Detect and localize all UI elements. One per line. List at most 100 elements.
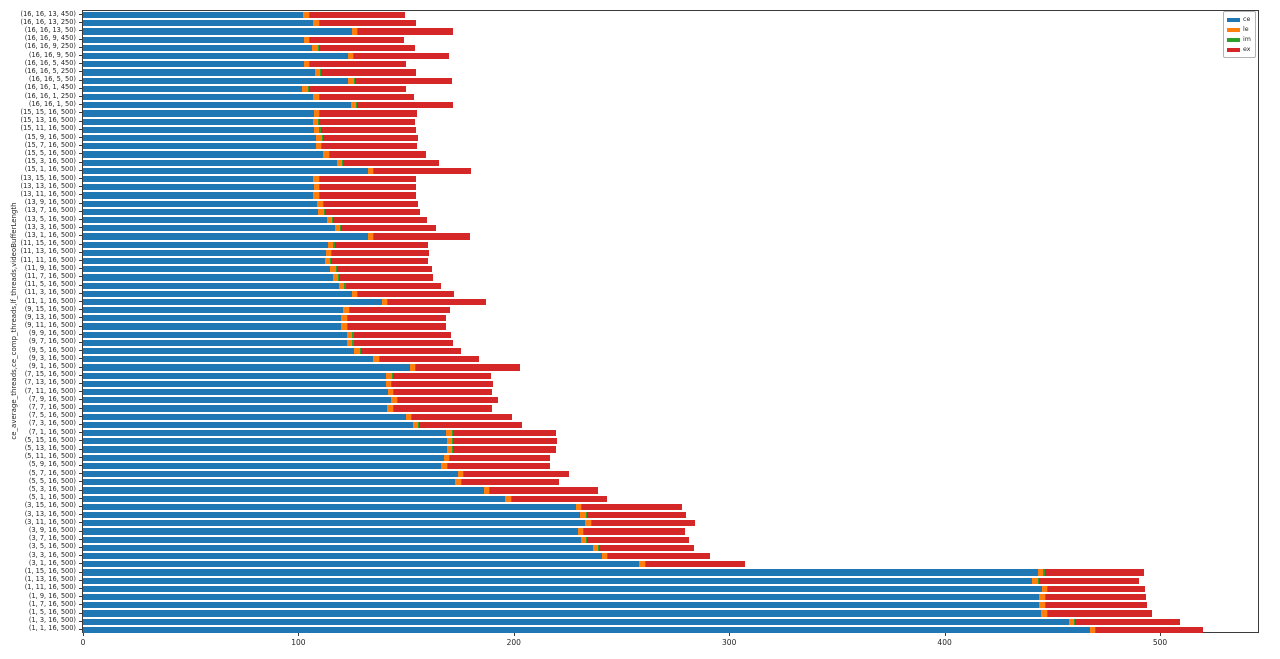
y-tick-label: (3, 9, 16, 500): [28, 526, 76, 535]
bar-segment-ce: [83, 413, 406, 420]
bar-segment-le: [303, 61, 310, 68]
y-tick-label: (15, 7, 16, 500): [24, 140, 76, 149]
bar-segment-im: [321, 143, 323, 150]
y-tick-label: (1, 1, 16, 500): [28, 624, 76, 633]
y-tick-mark: [79, 87, 82, 89]
bar-row: [83, 282, 442, 289]
bar-segment-im: [644, 561, 646, 568]
bar-segment-le: [332, 274, 339, 281]
legend-label-ex: ex: [1243, 46, 1251, 53]
bar-segment-ce: [83, 241, 329, 248]
bar-segment-ex: [1096, 626, 1203, 633]
y-tick-label: (15, 9, 16, 500): [24, 132, 76, 141]
bar-segment-ex: [347, 315, 447, 322]
bar-segment-im: [583, 528, 585, 535]
y-tick-mark: [79, 235, 82, 237]
bar-segment-ce: [83, 102, 351, 109]
bar-segment-im: [331, 249, 333, 256]
bar-segment-ce: [83, 61, 304, 68]
y-tick-mark: [79, 46, 82, 48]
y-tick-label: (13, 15, 16, 500): [20, 173, 76, 182]
y-tick-mark: [79, 382, 82, 384]
bar-row: [83, 225, 437, 232]
y-tick-mark: [79, 489, 82, 491]
legend-label-le: le: [1243, 26, 1249, 33]
y-tick-label: (9, 9, 16, 500): [28, 329, 76, 338]
y-tick-label: (3, 7, 16, 500): [28, 534, 76, 543]
bar-segment-ce: [83, 233, 368, 240]
bar-segment-ce: [83, 471, 458, 478]
bar-segment-ex: [599, 544, 694, 551]
bar-segment-ce: [83, 225, 335, 232]
y-tick-label: (16, 16, 1, 50): [28, 99, 76, 108]
y-tick-label: (16, 16, 13, 50): [24, 25, 76, 34]
y-tick-mark: [79, 153, 82, 155]
bar-segment-ce: [83, 536, 581, 543]
bar-segment-im: [318, 175, 320, 183]
bar-row: [83, 602, 1147, 609]
bar-segment-ce: [83, 110, 314, 117]
bar-row: [83, 151, 426, 158]
bar-segment-ce: [83, 44, 313, 51]
bar-segment-le: [577, 528, 584, 535]
bar-segment-ce: [83, 446, 448, 453]
bar-segment-le: [1068, 618, 1075, 625]
y-tick-label: (16, 16, 9, 250): [24, 42, 76, 51]
bar-segment-le: [580, 512, 586, 519]
bar-segment-le: [313, 175, 319, 183]
bar-segment-ex: [447, 462, 551, 470]
bar-segment-ex: [358, 290, 454, 297]
plot-area: [82, 10, 1259, 633]
y-tick-mark: [79, 186, 82, 188]
bar-segment-im: [346, 315, 348, 322]
y-tick-mark: [79, 22, 82, 24]
bar-segment-im: [411, 413, 413, 420]
y-tick-mark: [79, 120, 82, 122]
y-tick-label: (13, 7, 16, 500): [24, 206, 76, 215]
bar-segment-ce: [83, 618, 1069, 625]
bar-segment-ce: [83, 159, 337, 166]
bar-segment-ce: [83, 544, 593, 551]
y-tick-mark: [79, 546, 82, 548]
bar-segment-im: [319, 184, 321, 191]
bar-row: [83, 594, 1147, 601]
y-tick-mark: [79, 317, 82, 319]
bar-segment-le: [347, 331, 353, 338]
y-tick-label: (7, 15, 16, 500): [24, 370, 76, 379]
bar-row: [83, 159, 440, 166]
bar-segment-le: [339, 282, 345, 289]
bar-segment-le: [347, 339, 353, 347]
bar-segment-le: [330, 266, 336, 273]
y-tick-mark: [79, 596, 82, 598]
bar-segment-le: [313, 192, 319, 199]
bar-segment-ce: [83, 339, 348, 347]
y-tick-mark: [79, 341, 82, 343]
bar-row: [83, 479, 560, 486]
y-tick-label: (16, 16, 13, 450): [20, 9, 76, 18]
bar-segment-ce: [83, 126, 315, 133]
y-tick-label: (11, 7, 16, 500): [24, 271, 76, 280]
bar-segment-ex: [360, 348, 462, 355]
bar-segment-ex: [310, 61, 406, 68]
bar-segment-ex: [645, 561, 746, 568]
bar-segment-ce: [83, 430, 447, 437]
bar-segment-im: [356, 28, 359, 35]
bar-segment-ex: [331, 257, 429, 265]
y-tick-mark: [79, 210, 82, 212]
bar-segment-im: [328, 151, 330, 158]
bar-segment-le: [1039, 594, 1045, 601]
bar-segment-im: [590, 520, 592, 527]
y-tick-mark: [79, 63, 82, 65]
bar-row: [83, 143, 418, 150]
x-tick-label: 300: [722, 638, 737, 647]
bar-segment-im: [333, 241, 335, 248]
y-tick-mark: [79, 423, 82, 425]
bar-segment-im: [607, 553, 609, 560]
bar-row: [83, 561, 746, 568]
bar-segment-ex: [319, 20, 416, 27]
bar-segment-ex: [392, 372, 492, 379]
y-tick-label: (13, 9, 16, 500): [24, 198, 76, 207]
y-tick-label: (3, 13, 16, 500): [24, 509, 76, 518]
bar-row: [83, 446, 557, 453]
bar-segment-le: [316, 134, 322, 142]
